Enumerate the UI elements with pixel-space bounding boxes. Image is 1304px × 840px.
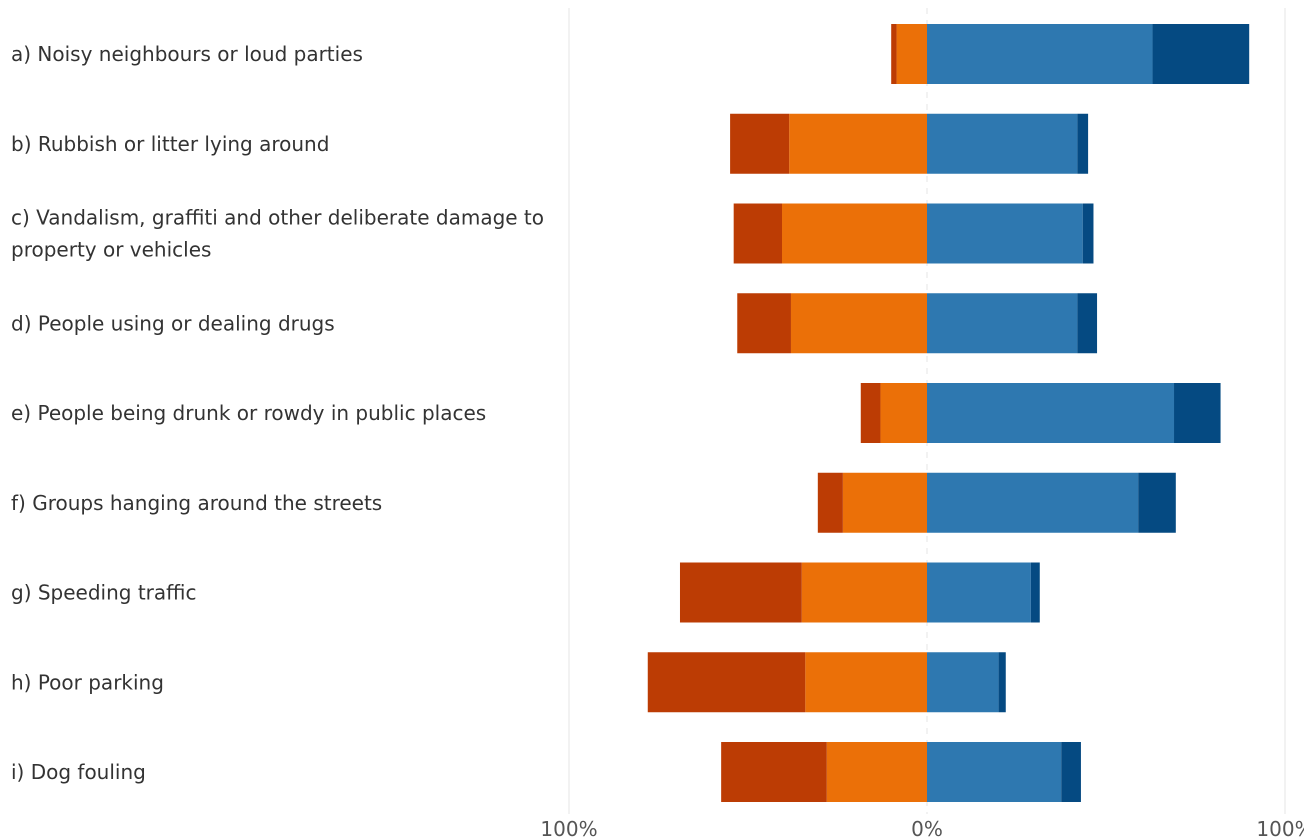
bar-segment	[730, 113, 790, 174]
bar-segment	[733, 203, 783, 264]
category-label: a) Noisy neighbours or loud parties	[11, 42, 363, 66]
category-label: b) Rubbish or litter lying around	[11, 132, 329, 156]
x-tick-label: 0%	[911, 817, 943, 840]
bars	[647, 24, 1250, 802]
category-labels: a) Noisy neighbours or loud parties b) Ru…	[11, 42, 544, 784]
category-label: d) People using or dealing drugs	[11, 311, 335, 335]
bar-segment	[927, 383, 1175, 443]
bar-segment	[1030, 562, 1040, 623]
bar-segment	[927, 113, 1078, 174]
bar-segment	[1061, 742, 1081, 802]
category-label: c) Vandalism, graffiti and other deliber…	[11, 206, 544, 262]
category-label: f) Groups hanging around the streets	[11, 491, 382, 515]
bar-segment	[927, 293, 1078, 354]
bar-segment	[789, 113, 927, 174]
bar-segment	[647, 652, 806, 713]
bar-segment	[927, 472, 1139, 533]
bar-segment	[1174, 383, 1221, 443]
bar-segment	[927, 203, 1083, 264]
x-tick-label: 100%	[1256, 817, 1304, 840]
bar-segment	[927, 24, 1153, 84]
bar-segment	[998, 652, 1006, 713]
bar-segment	[1152, 24, 1250, 84]
bar-segment	[1077, 113, 1089, 174]
bar-segment	[927, 562, 1031, 623]
bar-segment	[896, 24, 927, 84]
x-tick-label: 100%	[540, 817, 597, 840]
category-label: i) Dog fouling	[11, 760, 146, 784]
bar-segment	[1138, 472, 1176, 533]
bar-segment	[790, 293, 927, 354]
bar-segment	[1077, 293, 1098, 354]
bar-segment	[801, 562, 927, 623]
bar-segment	[737, 293, 791, 354]
bar-segment	[927, 742, 1062, 802]
bar-segment	[860, 383, 881, 443]
category-label: h) Poor parking	[11, 670, 164, 694]
bar-segment	[679, 562, 802, 623]
x-axis-tick-labels: 100% 0% 100%	[540, 817, 1304, 840]
category-label: e) People being drunk or rowdy in public…	[11, 401, 486, 425]
bar-segment	[891, 24, 897, 84]
bar-segment	[782, 203, 927, 264]
bar-segment	[805, 652, 927, 713]
bar-segment	[817, 472, 843, 533]
bar-segment	[927, 652, 999, 713]
category-label: g) Speeding traffic	[11, 581, 197, 605]
bar-segment	[880, 383, 927, 443]
bar-segment	[826, 742, 927, 802]
bar-segment	[1082, 203, 1094, 264]
bar-segment	[842, 472, 927, 533]
bar-segment	[721, 742, 827, 802]
